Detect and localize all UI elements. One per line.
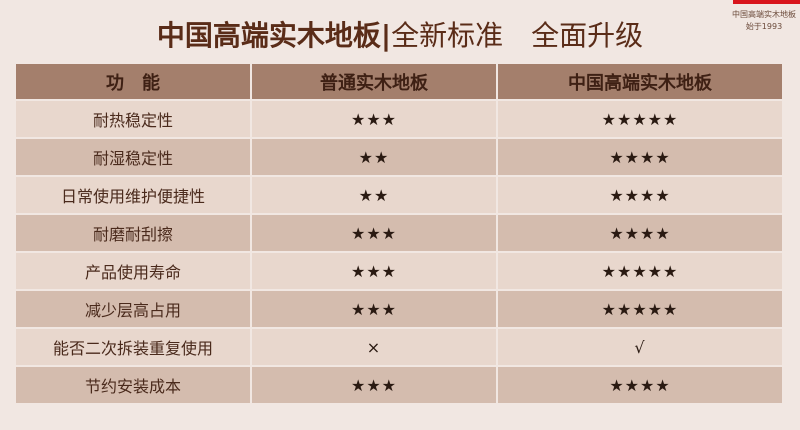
brand-logo: 中国高端实木地板 始于1993 [728, 9, 800, 33]
header-ordinary: 普通实木地板 [252, 64, 496, 99]
brand-since: 始于1993 [745, 22, 783, 31]
table-row: 耐磨耐刮擦 ★★★ ★★★★ [16, 215, 782, 251]
cell-ordinary: ★★★ [252, 215, 496, 251]
table-row: 耐热稳定性 ★★★ ★★★★★ [16, 101, 782, 137]
brand-accent-bar [733, 0, 800, 4]
cell-ordinary: × [252, 329, 496, 365]
cell-feature: 日常使用维护便捷性 [16, 177, 250, 213]
cell-ordinary: ★★★ [252, 291, 496, 327]
cell-feature: 耐磨耐刮擦 [16, 215, 250, 251]
cell-feature: 减少层高占用 [16, 291, 250, 327]
cell-premium: ★★★★ [498, 177, 782, 213]
header-premium: 中国高端实木地板 [498, 64, 782, 99]
title-bold: 中国高端实木地板| [156, 19, 392, 52]
cell-premium: ★★★★ [498, 215, 782, 251]
table-row: 产品使用寿命 ★★★ ★★★★★ [16, 253, 782, 289]
comparison-table: 功 能 普通实木地板 中国高端实木地板 耐热稳定性 ★★★ ★★★★★ 耐湿稳定性 ★★… [14, 62, 784, 405]
table-row: 减少层高占用 ★★★ ★★★★★ [16, 291, 782, 327]
cell-feature: 耐湿稳定性 [16, 139, 250, 175]
cell-premium: ★★★★ [498, 139, 782, 175]
table-row: 节约安装成本 ★★★ ★★★★ [16, 367, 782, 403]
cell-ordinary: ★★★ [252, 253, 496, 289]
cell-premium: √ [498, 329, 782, 365]
cell-premium: ★★★★ [498, 367, 782, 403]
cell-feature: 节约安装成本 [16, 367, 250, 403]
page-title: 中国高端实木地板|全新标准 全面升级 [0, 14, 800, 54]
table-row: 日常使用维护便捷性 ★★ ★★★★ [16, 177, 782, 213]
header-row: 功 能 普通实木地板 中国高端实木地板 [16, 64, 782, 99]
cell-premium: ★★★★★ [498, 291, 782, 327]
table-row: 能否二次拆装重复使用 × √ [16, 329, 782, 365]
cell-ordinary: ★★★ [252, 101, 496, 137]
table-row: 耐湿稳定性 ★★ ★★★★ [16, 139, 782, 175]
cell-premium: ★★★★★ [498, 101, 782, 137]
cell-premium: ★★★★★ [498, 253, 782, 289]
brand-name: 中国高端实木地板 [732, 10, 796, 19]
cell-feature: 耐热稳定性 [16, 101, 250, 137]
title-light: 全新标准 全面升级 [391, 19, 644, 52]
cell-ordinary: ★★★ [252, 367, 496, 403]
header-feature: 功 能 [16, 64, 250, 99]
cell-ordinary: ★★ [252, 139, 496, 175]
cell-feature: 能否二次拆装重复使用 [16, 329, 250, 365]
cell-feature: 产品使用寿命 [16, 253, 250, 289]
cell-ordinary: ★★ [252, 177, 496, 213]
